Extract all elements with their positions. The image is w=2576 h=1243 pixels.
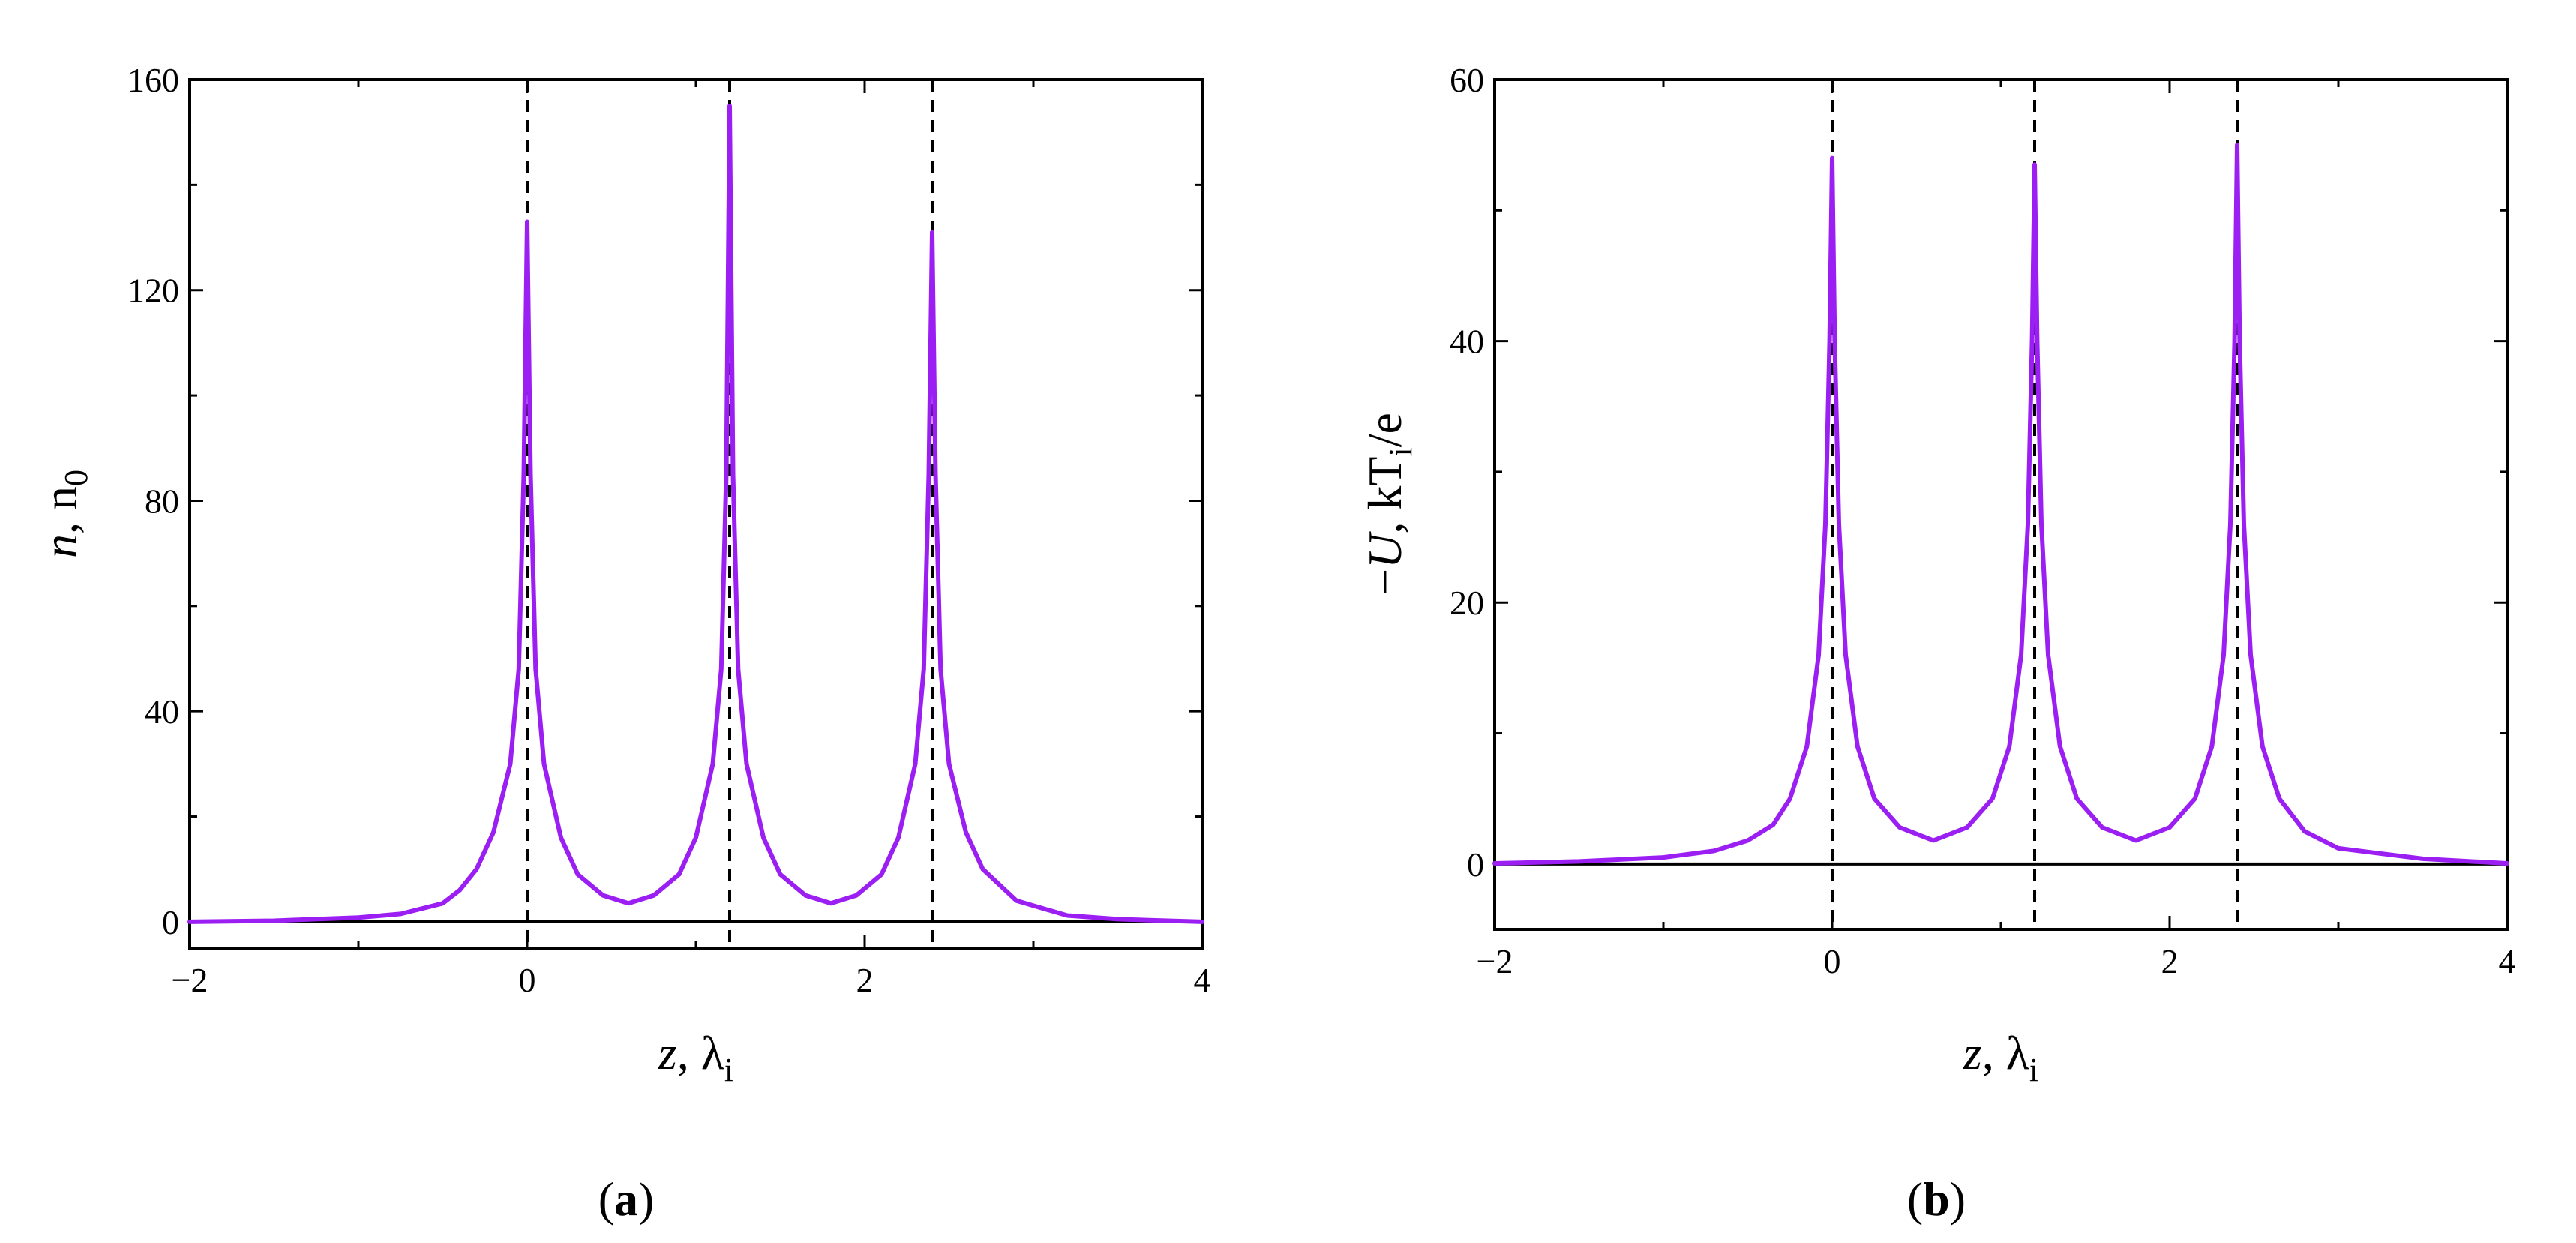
y-axis-title: n, n0	[34, 470, 94, 558]
x-tick-label: 4	[1194, 961, 1211, 999]
y-tick-label: 60	[1450, 61, 1484, 99]
x-tick-label: −2	[1477, 942, 1513, 980]
y-tick-label: 40	[1450, 323, 1484, 361]
y-tick-label: 20	[1450, 584, 1484, 622]
y-tick-label: 160	[127, 61, 179, 99]
y-tick-label: 40	[145, 692, 179, 731]
data-series	[1492, 143, 2509, 866]
series-line-potential	[1492, 143, 2509, 866]
x-tick-label: −2	[172, 961, 208, 999]
x-tick-label: 2	[2161, 942, 2179, 980]
y-tick-label: 0	[162, 903, 179, 941]
plot-frame	[188, 78, 1204, 950]
y-tick-label: 120	[127, 272, 179, 310]
x-tick-label: 2	[856, 961, 874, 999]
y-tick-label: 0	[1467, 845, 1484, 884]
x-axis-title: z, λi	[1963, 1026, 2038, 1088]
y-axis-title: −U, kTi/e	[1358, 413, 1419, 596]
x-tick-label: 0	[519, 961, 536, 999]
x-axis-title: z, λi	[658, 1026, 733, 1088]
ticks	[1493, 78, 2509, 929]
y-tick-label: 80	[145, 482, 179, 520]
data-series	[187, 104, 1204, 924]
panel-a-label: (a)	[598, 1172, 655, 1226]
series-line-density	[187, 104, 1204, 924]
x-tick-label: 4	[2499, 942, 2516, 980]
ticks	[188, 78, 1204, 948]
x-tick-label: 0	[1824, 942, 1841, 980]
panel-b-label: (b)	[1907, 1172, 1966, 1226]
plot-frame	[1493, 78, 2509, 931]
